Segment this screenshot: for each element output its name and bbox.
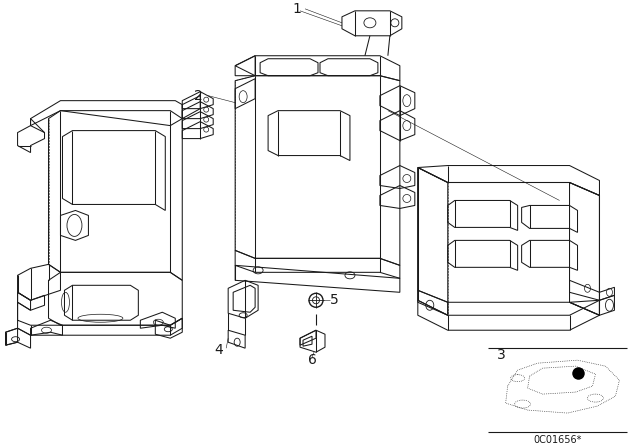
Text: 0C01656*: 0C01656* xyxy=(533,435,582,445)
Text: 2: 2 xyxy=(194,89,203,103)
Text: 6: 6 xyxy=(308,353,316,367)
Text: 4: 4 xyxy=(214,343,223,357)
Text: 1: 1 xyxy=(292,2,301,16)
Text: 5: 5 xyxy=(330,293,339,307)
Text: 3: 3 xyxy=(497,348,506,362)
